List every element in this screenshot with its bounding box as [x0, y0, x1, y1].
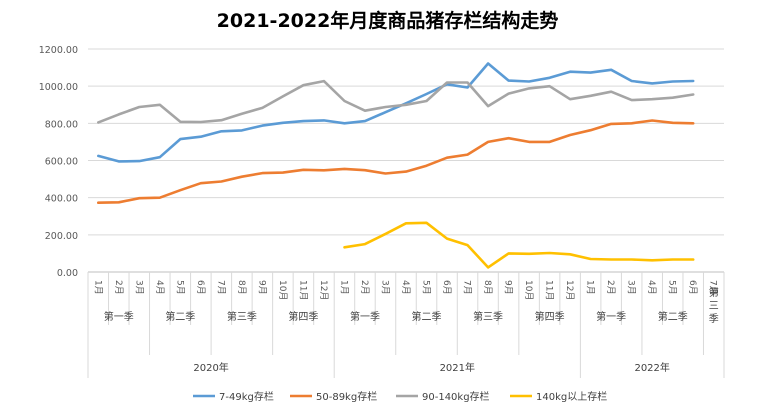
y-tick-label: 1200.00 — [39, 45, 78, 56]
month-label: 8月 — [236, 280, 247, 295]
quarter-label: 第二季 — [412, 310, 442, 323]
quarter-label: 第一季 — [104, 310, 134, 323]
quarter-label: 第一季 — [350, 310, 380, 323]
year-label: 2020年 — [193, 361, 228, 374]
legend-label-1: 7-49kg存栏 — [219, 390, 274, 403]
chart-title: 2021-2022年月度商品猪存栏结构走势 — [216, 10, 559, 32]
y-tick-label: 0.00 — [57, 268, 78, 279]
month-label: 10月 — [277, 280, 288, 300]
series-line-3 — [97, 79, 695, 124]
month-label: 9月 — [256, 280, 267, 295]
month-label: 9月 — [503, 280, 514, 295]
quarter-label: 第四季 — [288, 310, 318, 323]
series-line-4 — [343, 221, 695, 269]
month-label: 3月 — [626, 280, 637, 295]
quarter-label: 季 — [709, 313, 719, 325]
month-label: 7月 — [708, 280, 719, 295]
series-line-1 — [97, 62, 695, 163]
month-label: 5月 — [174, 280, 185, 295]
year-label: 2022年 — [634, 361, 669, 374]
quarter-label: 第 — [709, 286, 719, 299]
quarter-label: 第三季 — [227, 310, 257, 323]
month-label: 4月 — [400, 280, 411, 295]
month-label: 12月 — [318, 280, 329, 300]
month-label: 1月 — [585, 280, 596, 295]
month-label: 11月 — [297, 280, 308, 300]
y-tick-label: 800.00 — [45, 119, 78, 130]
month-label: 4月 — [154, 280, 165, 295]
month-label: 7月 — [215, 280, 226, 295]
month-label: 6月 — [441, 280, 452, 295]
year-label: 2021年 — [440, 361, 475, 374]
month-label: 12月 — [564, 280, 575, 300]
quarter-label: 第一季 — [596, 310, 626, 323]
series-line-2 — [97, 119, 695, 204]
legend-label-2: 50-89kg存栏 — [316, 390, 377, 403]
y-tick-label: 600.00 — [45, 157, 78, 168]
quarter-label: 第三季 — [473, 310, 503, 323]
month-label: 4月 — [646, 280, 657, 295]
month-label: 2月 — [113, 280, 124, 295]
month-label: 3月 — [133, 280, 144, 295]
quarter-label: 第二季 — [165, 310, 195, 323]
month-label: 11月 — [544, 280, 555, 300]
y-tick-label: 400.00 — [45, 194, 78, 205]
month-label: 5月 — [421, 280, 432, 295]
quarter-label: 第二季 — [658, 310, 688, 323]
month-label: 6月 — [195, 280, 206, 295]
month-label: 3月 — [379, 280, 390, 295]
y-tick-label: 200.00 — [45, 231, 78, 242]
month-label: 1月 — [338, 280, 349, 295]
month-label: 7月 — [462, 280, 473, 295]
month-label: 1月 — [92, 280, 103, 295]
month-label: 6月 — [687, 280, 698, 295]
month-label: 2月 — [359, 280, 370, 295]
quarter-label: 三 — [709, 301, 719, 312]
legend-label-4: 140kg以上存栏 — [536, 390, 607, 403]
month-label: 10月 — [523, 280, 534, 300]
y-tick-label: 1000.00 — [39, 82, 78, 93]
quarter-label: 第四季 — [535, 310, 565, 323]
month-label: 2月 — [605, 280, 616, 295]
month-label: 8月 — [482, 280, 493, 295]
legend-label-3: 90-140kg存栏 — [422, 390, 490, 403]
month-label: 5月 — [667, 280, 678, 295]
